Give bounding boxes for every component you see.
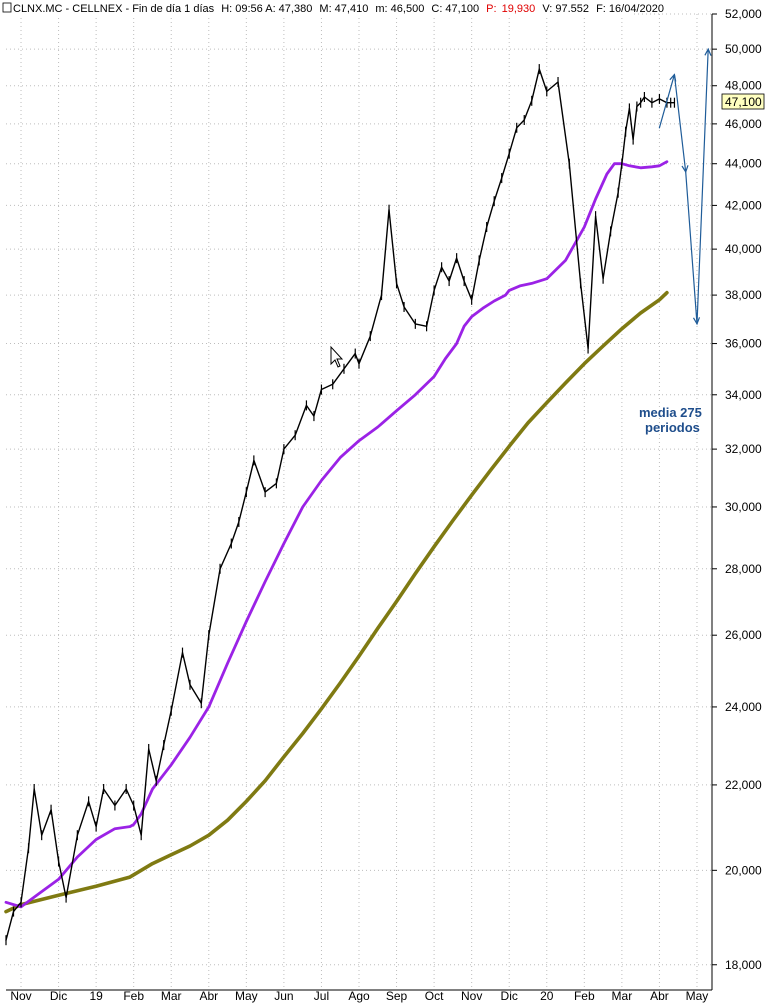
header-date: F: 16/04/2020	[596, 3, 664, 15]
header-symbol: CLNX.MC - CELLNEX - Fin de día 1 días	[13, 3, 215, 15]
y-tick-label: 52,000	[725, 7, 762, 21]
grid	[6, 13, 712, 990]
x-tick-label: Feb	[574, 989, 595, 1003]
series-layer	[4, 47, 712, 946]
y-tick-label: 46,000	[725, 117, 762, 131]
x-tick-label: Nov	[10, 989, 31, 1003]
y-tick-label: 34,000	[725, 388, 762, 402]
x-tick-label: Abr	[650, 989, 669, 1003]
x-tick-label: Feb	[123, 989, 144, 1003]
y-tick-label: 50,000	[725, 42, 762, 56]
header-text: CLNX.MC - CELLNEX - Fin de día 1 días H:…	[13, 3, 664, 15]
header-pct-value: 19,930	[502, 3, 536, 15]
header-max: M: 47,410	[319, 3, 368, 15]
chart-header: CLNX.MC - CELLNEX - Fin de día 1 días H:…	[0, 0, 664, 15]
header-pct-label: P:	[486, 3, 496, 15]
y-tick-label: 36,000	[725, 337, 762, 351]
header-marker	[2, 2, 12, 13]
header-high: H: 09:56 A: 47,380	[221, 3, 312, 15]
y-axis: 18,000 20,000 22,000 24,000 26,000 28,000 30,0…	[711, 7, 762, 990]
y-tick-label: 30,000	[725, 500, 762, 514]
y-tick-label: 28,000	[725, 562, 762, 576]
y-tick-label: 18,000	[725, 958, 762, 972]
x-tick-label: Dic	[50, 989, 67, 1003]
y-tick-label: 20,000	[725, 863, 762, 877]
x-tick-label: 20	[540, 989, 554, 1003]
y-tick-label: 32,000	[725, 442, 762, 456]
ma-fast-line	[4, 160, 669, 909]
annotation-line-2: periodos	[645, 420, 700, 435]
y-tick-label: 44,000	[725, 157, 762, 171]
y-tick-label: 22,000	[725, 778, 762, 792]
cursor-arrow-icon	[330, 345, 344, 368]
x-tick-label: 19	[89, 989, 103, 1003]
x-tick-label: May	[686, 989, 709, 1003]
x-tick-label: Jun	[274, 989, 293, 1003]
x-tick-label: Abr	[199, 989, 218, 1003]
y-tick-label: 48,000	[725, 79, 762, 93]
header-volume: V: 97.552	[542, 3, 589, 15]
last-price-box	[721, 93, 765, 110]
projection-arrowhead	[669, 73, 677, 82]
projection-arrowhead	[692, 317, 701, 326]
price-line	[5, 68, 676, 941]
header-min: m: 46,500	[375, 3, 424, 15]
last-price-tag: 47,100	[721, 93, 765, 110]
header-close: C: 47,100	[431, 3, 479, 15]
x-tick-label: Ago	[348, 989, 370, 1003]
x-tick-label: Mar	[161, 989, 182, 1003]
x-tick-label: Nov	[461, 989, 482, 1003]
x-tick-label: Sep	[386, 989, 408, 1003]
x-tick-label: Dic	[501, 989, 518, 1003]
x-axis: Nov Dic 19 Feb Mar Abr May Jun Jul Ago Sep Oct Nov Di…	[6, 989, 712, 1003]
ma-slow-line	[4, 290, 669, 914]
annotation-line-1: media 275	[639, 405, 702, 420]
y-tick-label: 26,000	[725, 628, 762, 642]
y-tick-label: 38,000	[725, 288, 762, 302]
y-tick-label: 40,000	[725, 242, 762, 256]
x-tick-label: Jul	[314, 989, 329, 1003]
y-tick-label: 24,000	[725, 700, 762, 714]
x-tick-label: May	[235, 989, 258, 1003]
last-price-label: 47,100	[725, 95, 762, 109]
x-tick-label: Oct	[425, 989, 444, 1003]
header-background	[0, 0, 634, 15]
ma-annotation: media 275 periodos	[639, 405, 702, 435]
projection-arrowhead	[681, 165, 689, 174]
x-tick-label: Mar	[612, 989, 633, 1003]
y-tick-label: 42,000	[725, 198, 762, 212]
projection-arrowhead	[704, 47, 712, 56]
